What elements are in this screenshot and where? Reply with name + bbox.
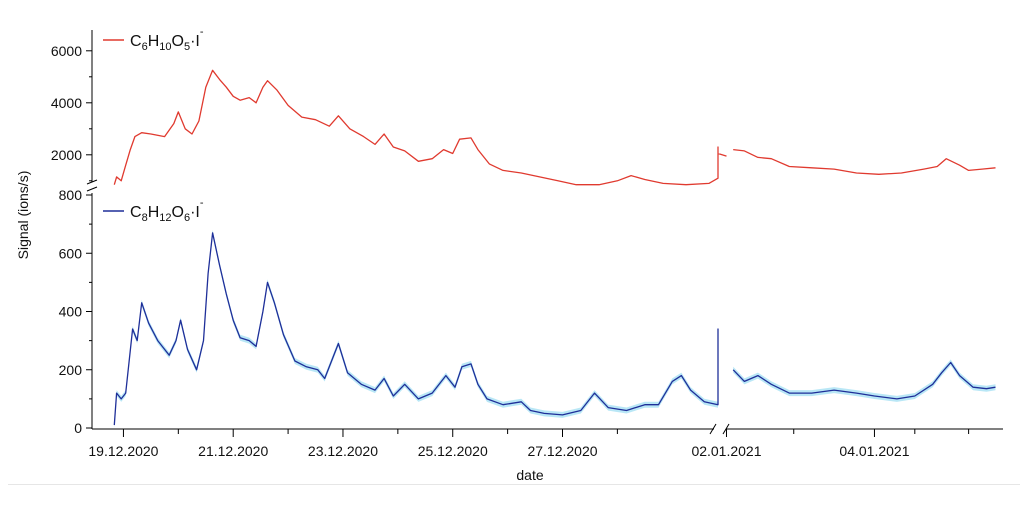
- x-axis-label: date: [516, 467, 543, 483]
- legend-label: C8H12O6·I-: [130, 197, 204, 224]
- y-tick-label: 4000: [51, 95, 82, 111]
- y-axis-label: Signal (ions/s): [15, 171, 31, 260]
- y-tick-label: 2000: [51, 147, 82, 163]
- series-layer: [113, 69, 996, 429]
- x-break-mark: [709, 423, 717, 435]
- y-tick-label: 800: [59, 187, 83, 203]
- series-2-line-segment: [732, 361, 996, 400]
- y-break-mark: [86, 186, 98, 192]
- y-tick-label: 600: [59, 245, 83, 261]
- y-tick-label: 6000: [51, 43, 82, 59]
- x-tick-label: 04.01.2021: [839, 443, 909, 459]
- y-tick-label: 200: [59, 362, 83, 378]
- x-tick-label: 27.12.2020: [527, 443, 597, 459]
- series-2-uncertainty-band: [733, 359, 996, 402]
- x-tick-label: 19.12.2020: [88, 443, 158, 459]
- axes: [86, 30, 1003, 437]
- series-2-line-segment: [113, 232, 719, 426]
- x-tick-label: 21.12.2020: [198, 443, 268, 459]
- x-tick-label: 02.01.2021: [691, 443, 761, 459]
- x-tick-label: 25.12.2020: [418, 443, 488, 459]
- y-tick-label: 400: [59, 304, 83, 320]
- x-tick-label: 23.12.2020: [308, 443, 378, 459]
- labels: 2000 4000 6000 0 200 400 600 800 19.12.2020 21.12…: [15, 26, 910, 483]
- series-1-line-segment: [733, 148, 996, 175]
- legend-label: C6H10O5·I-: [130, 26, 204, 53]
- y-tick-label: 0: [74, 420, 82, 436]
- y-break-mark: [86, 179, 98, 185]
- series-1-line-segment: [113, 69, 727, 186]
- bottom-divider: [8, 484, 1020, 485]
